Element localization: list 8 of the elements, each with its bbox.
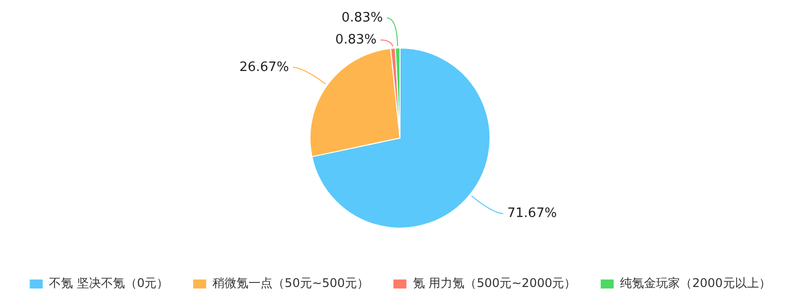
legend-label: 氪 用力氪（500元~2000元） <box>412 276 576 290</box>
data-label: 0.83% <box>342 10 383 26</box>
data-label: 0.83% <box>335 32 377 48</box>
data-label: 26.67% <box>239 60 289 75</box>
data-label: 71.67% <box>507 206 557 221</box>
legend-label: 不氪 坚决不氪（0元） <box>49 276 169 290</box>
legend-label: 纯氪金玩家（2000元以上） <box>620 276 771 290</box>
legend-label: 稍微氪一点（50元~500元） <box>212 276 369 290</box>
